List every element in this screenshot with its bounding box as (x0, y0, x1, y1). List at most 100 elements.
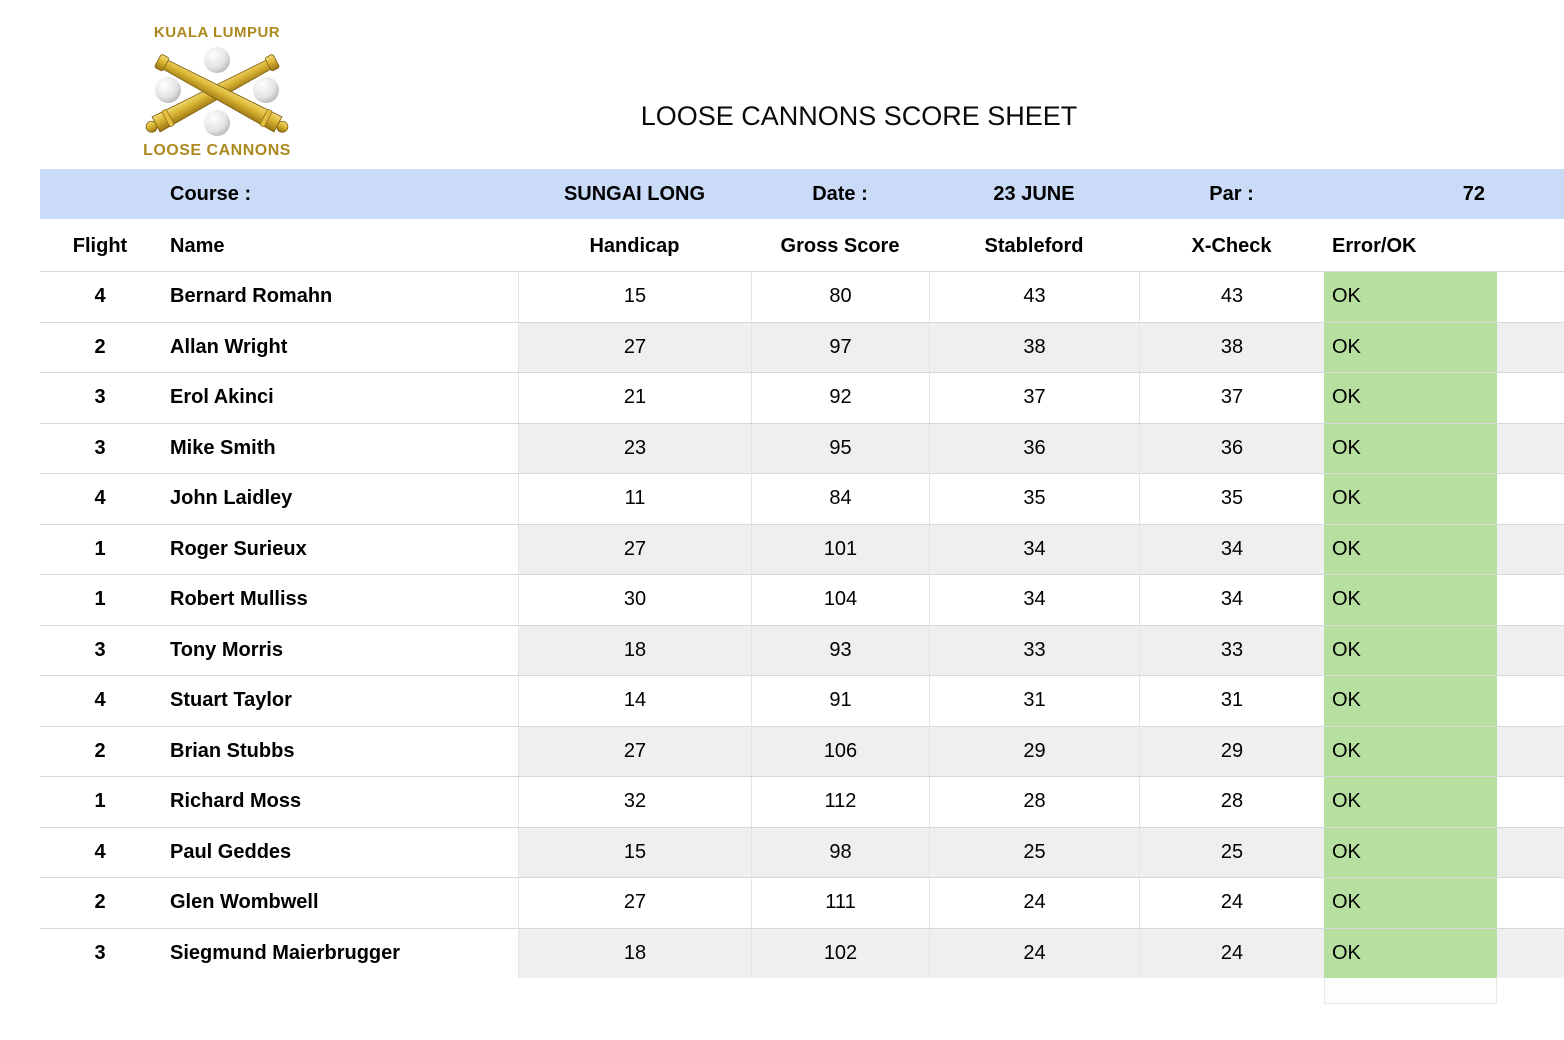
cell-stableford: 24 (929, 928, 1139, 978)
club-logo: KUALA LUMPUR (131, 24, 303, 160)
golf-ball-icon (155, 77, 181, 103)
page-title: LOOSE CANNONS SCORE SHEET (640, 101, 1078, 131)
date-value: 23 JUNE (993, 182, 1075, 205)
col-header-xcheck: X-Check (1191, 234, 1272, 257)
cell-handicap: 27 (518, 322, 751, 372)
info-bar-spacer (40, 169, 160, 219)
cell-stableford: 31 (929, 676, 1139, 726)
row-right-filler (1497, 726, 1564, 776)
table-row: 4 Paul Geddes 15 98 25 25 OK (40, 826, 1564, 877)
cell-name: John Laidley (170, 487, 293, 510)
col-header-spacer (1497, 221, 1564, 271)
cell-name: Siegmund Maierbrugger (170, 941, 401, 964)
logo-top-text: KUALA LUMPUR (153, 24, 281, 41)
status-ok-cell: OK (1324, 928, 1497, 978)
cell-xcheck: 37 (1139, 373, 1324, 423)
cell-flight: 4 (94, 689, 106, 712)
cell-name: Bernard Romahn (170, 285, 333, 308)
cell-stableford: 24 (929, 878, 1139, 928)
cell-gross-score: 93 (751, 625, 929, 675)
cell-stableford: 34 (929, 575, 1139, 625)
cell-name: Robert Mulliss (170, 588, 308, 611)
cell-handicap: 30 (518, 575, 751, 625)
cell-name: Allan Wright (170, 335, 288, 358)
row-right-filler (1497, 676, 1564, 726)
cell-name: Erol Akinci (170, 386, 274, 409)
info-bar-end-spacer (1497, 169, 1564, 219)
cell-handicap: 18 (518, 625, 751, 675)
cell-name: Richard Moss (170, 790, 302, 813)
col-header-error-ok: Error/OK (1332, 234, 1417, 257)
cell-gross-score: 84 (751, 474, 929, 524)
cell-flight: 3 (94, 436, 106, 459)
row-right-filler (1497, 373, 1564, 423)
cell-xcheck: 33 (1139, 625, 1324, 675)
row-right-filler (1497, 322, 1564, 372)
score-rows: 4 Bernard Romahn 15 80 43 43 OK 2 Allan … (40, 271, 1564, 978)
table-row: 3 Tony Morris 18 93 33 33 OK (40, 624, 1564, 675)
par-value: 72 (1462, 182, 1485, 205)
status-ok-cell: OK (1324, 423, 1497, 473)
cell-gross-score: 112 (751, 777, 929, 827)
cell-flight: 1 (94, 588, 106, 611)
table-row: 4 John Laidley 11 84 35 35 OK (40, 473, 1564, 524)
cell-stableford: 34 (929, 524, 1139, 574)
row-right-filler (1497, 827, 1564, 877)
cell-stableford: 35 (929, 474, 1139, 524)
table-row: 3 Siegmund Maierbrugger 18 102 24 24 OK (40, 927, 1564, 978)
cell-flight: 1 (94, 790, 106, 813)
score-sheet: Course : SUNGAI LONG Date : 23 JUNE Par … (40, 169, 1564, 1004)
table-row: 4 Stuart Taylor 14 91 31 31 OK (40, 675, 1564, 726)
cell-stableford: 43 (929, 272, 1139, 322)
col-header-stableford: Stableford (984, 234, 1084, 257)
row-right-filler (1497, 423, 1564, 473)
cell-name: Tony Morris (170, 638, 283, 661)
status-ok-cell: OK (1324, 322, 1497, 372)
status-ok-cell: OK (1324, 474, 1497, 524)
column-header-row: Flight Name Handicap Gross Score Stablef… (40, 221, 1564, 271)
cell-xcheck: 24 (1139, 878, 1324, 928)
cell-xcheck: 28 (1139, 777, 1324, 827)
par-label: Par : (1209, 182, 1254, 205)
row-right-filler (1497, 878, 1564, 928)
cell-handicap: 18 (518, 928, 751, 978)
row-right-filler (1497, 777, 1564, 827)
cell-name: Mike Smith (170, 436, 276, 459)
cell-handicap: 21 (518, 373, 751, 423)
status-ok-cell: OK (1324, 524, 1497, 574)
status-ok-cell: OK (1324, 272, 1497, 322)
cell-xcheck: 34 (1139, 575, 1324, 625)
status-ok-cell: OK (1324, 827, 1497, 877)
cell-handicap: 15 (518, 272, 751, 322)
cell-gross-score: 98 (751, 827, 929, 877)
cell-handicap: 11 (518, 474, 751, 524)
cell-handicap: 32 (518, 777, 751, 827)
cell-flight: 1 (94, 537, 106, 560)
row-right-filler (1497, 575, 1564, 625)
cell-name: Stuart Taylor (170, 689, 292, 712)
row-right-filler (1497, 272, 1564, 322)
cell-stableford: 36 (929, 423, 1139, 473)
cell-stableford: 25 (929, 827, 1139, 877)
golf-ball-icon (253, 77, 279, 103)
golf-ball-icon (204, 110, 230, 136)
cell-flight: 4 (94, 487, 106, 510)
status-ok-cell: OK (1324, 575, 1497, 625)
course-value: SUNGAI LONG (563, 182, 706, 205)
cell-gross-score: 80 (751, 272, 929, 322)
table-row: 2 Glen Wombwell 27 111 24 24 OK (40, 877, 1564, 928)
cell-handicap: 15 (518, 827, 751, 877)
status-ok-cell: OK (1324, 878, 1497, 928)
status-ok-cell: OK (1324, 676, 1497, 726)
status-ok-cell: OK (1324, 777, 1497, 827)
golf-ball-icon (204, 47, 230, 73)
cell-xcheck: 29 (1139, 726, 1324, 776)
table-row: 4 Bernard Romahn 15 80 43 43 OK (40, 271, 1564, 322)
status-ok-cell: OK (1324, 625, 1497, 675)
cell-gross-score: 104 (751, 575, 929, 625)
cell-flight: 4 (94, 285, 106, 308)
row-right-filler (1497, 474, 1564, 524)
course-label: Course : (170, 182, 252, 205)
cell-handicap: 27 (518, 524, 751, 574)
